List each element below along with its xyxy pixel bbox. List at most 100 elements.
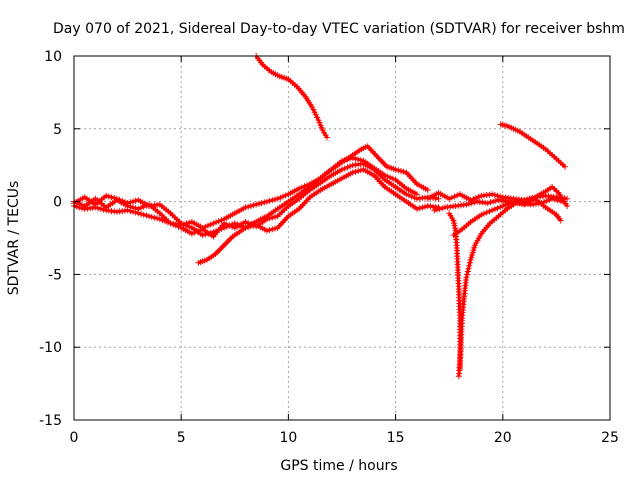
data-point (199, 224, 206, 231)
chart-title: Day 070 of 2021, Sidereal Day-to-day VTE… (53, 21, 625, 37)
data-point (215, 218, 222, 225)
data-point (400, 168, 407, 175)
data-point (247, 203, 254, 209)
data-point (269, 214, 276, 221)
data-point (455, 373, 462, 380)
data-point (151, 214, 158, 221)
data-point (381, 172, 388, 179)
data-point (124, 207, 131, 214)
data-point (272, 225, 278, 232)
data-point (277, 194, 284, 201)
data-point (202, 223, 209, 230)
data-point (221, 224, 228, 231)
data-point (103, 192, 110, 199)
data-point (559, 198, 566, 205)
data-point (127, 208, 134, 215)
data-point (481, 210, 487, 217)
data-point (258, 200, 265, 207)
data-point (205, 230, 211, 237)
data-point (280, 193, 286, 200)
data-point (127, 199, 134, 206)
data-point (312, 111, 319, 118)
data-point (414, 205, 420, 212)
y-tick-labels: -15 -10 -5 0 5 10 (39, 49, 62, 429)
data-point (490, 198, 497, 205)
data-point (154, 215, 161, 222)
data-point (116, 196, 123, 203)
data-point (546, 196, 553, 203)
data-point (296, 185, 303, 192)
data-point (523, 196, 530, 203)
x-tick-label: 20 (494, 430, 512, 446)
x-tick-label: 15 (387, 430, 405, 446)
data-point (119, 197, 126, 204)
data-point (463, 201, 470, 208)
data-point (213, 219, 219, 226)
data-point (218, 217, 225, 224)
data-point (298, 184, 305, 191)
data-point (557, 197, 564, 204)
data-point (416, 205, 423, 212)
data-point (140, 211, 147, 218)
data-point (557, 217, 564, 224)
data-point (143, 212, 150, 219)
data-point (543, 197, 550, 204)
data-point (159, 217, 166, 224)
data-point (466, 262, 473, 269)
data-point (318, 124, 325, 131)
data-point (148, 213, 155, 220)
data-point (494, 192, 501, 199)
data-point (564, 195, 571, 202)
series-track-10 (431, 195, 566, 214)
data-point (384, 173, 391, 180)
data-point (266, 227, 273, 233)
data-point (138, 211, 144, 217)
data-point (466, 200, 472, 207)
data-point (97, 205, 104, 212)
data-point (164, 219, 171, 226)
data-point (266, 197, 273, 204)
data-point (357, 157, 364, 164)
data-point (475, 193, 482, 200)
data-point (355, 156, 362, 163)
data-point (301, 183, 308, 190)
data-point (269, 197, 276, 204)
data-point (73, 203, 80, 210)
data-point (264, 198, 270, 205)
data-point (433, 206, 440, 213)
data-point (269, 226, 276, 233)
data-point (435, 195, 442, 202)
data-point (387, 174, 394, 181)
data-point (310, 106, 317, 113)
y-tick-label: -10 (39, 340, 62, 356)
data-point (79, 205, 85, 212)
data-point (156, 216, 163, 223)
data-point (316, 119, 323, 126)
data-point (324, 134, 330, 141)
y-tick-label: -15 (39, 413, 62, 429)
data-point (406, 192, 412, 199)
data-point (130, 208, 136, 215)
data-point (564, 203, 571, 209)
data-point (468, 200, 475, 207)
data-point (529, 195, 536, 201)
data-point (272, 213, 278, 220)
data-point (146, 213, 152, 220)
data-point (100, 206, 107, 213)
data-point (207, 221, 214, 228)
data-point (562, 163, 568, 170)
data-point (274, 195, 281, 202)
data-point (339, 166, 345, 173)
data-point (439, 205, 446, 212)
data-point (138, 204, 144, 211)
x-tick-label: 0 (70, 430, 79, 446)
data-point (395, 167, 402, 174)
data-point (491, 192, 498, 198)
data-point (465, 265, 472, 272)
data-point (347, 163, 353, 170)
data-point (314, 114, 321, 121)
data-point (398, 168, 404, 174)
data-point (105, 193, 112, 200)
data-point (199, 232, 206, 239)
x-tick-label: 10 (279, 430, 297, 446)
